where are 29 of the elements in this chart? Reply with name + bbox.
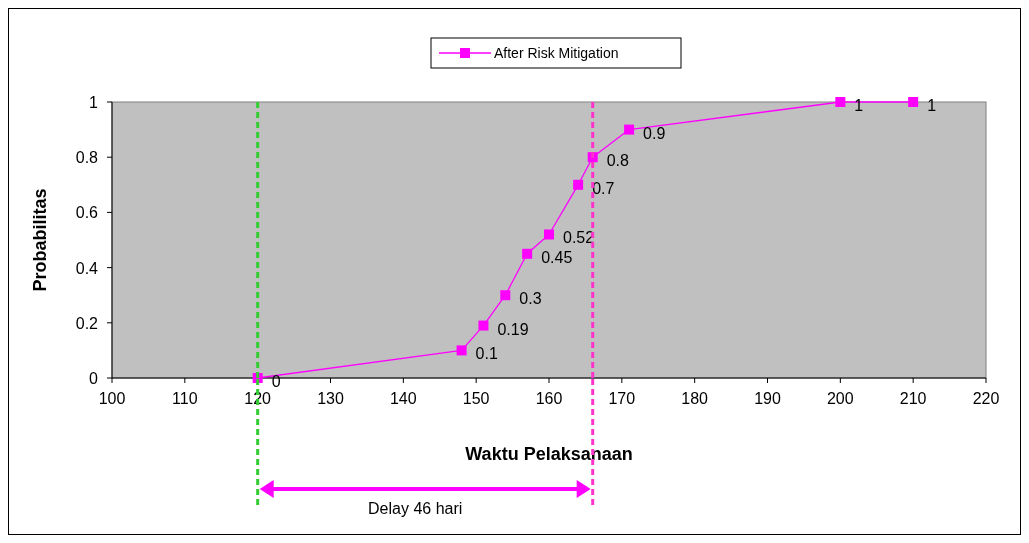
text: Delay 46 hari bbox=[368, 500, 463, 517]
data-label: 0.19 bbox=[497, 320, 529, 338]
legend-label: After Risk Mitigation bbox=[494, 45, 619, 61]
data-label: 0.45 bbox=[541, 248, 573, 266]
x-tick-label: 210 bbox=[899, 390, 927, 407]
y-tick-label: 1 bbox=[89, 94, 99, 111]
x-tick-label: 100 bbox=[98, 390, 126, 407]
x-tick-label: 150 bbox=[462, 390, 490, 407]
x-tick-label: 130 bbox=[317, 390, 344, 407]
y-tick-label: 0.2 bbox=[75, 314, 99, 332]
x-tick-label: 160 bbox=[535, 390, 563, 407]
data-label: 0.9 bbox=[643, 124, 666, 142]
y-tick-label: 0.8 bbox=[75, 149, 99, 167]
x-tick-label: 180 bbox=[681, 390, 709, 407]
x-tick-label: 200 bbox=[826, 390, 854, 407]
y-tick-label: 0.4 bbox=[75, 259, 99, 277]
x-tick-label: 170 bbox=[608, 390, 636, 407]
x-tick-label: 190 bbox=[754, 390, 781, 407]
y-axis-title: Probabilitas bbox=[30, 188, 50, 292]
y-tick-label: 0 bbox=[89, 370, 99, 387]
x-tick-label: 110 bbox=[172, 390, 198, 407]
data-label: 0.8 bbox=[606, 152, 630, 170]
data-label: 0.3 bbox=[519, 290, 542, 308]
x-tick-label: 140 bbox=[389, 390, 417, 407]
x-axis-title: Waktu Pelaksanaan bbox=[465, 444, 633, 464]
y-tick-label: 0.6 bbox=[75, 204, 99, 222]
data-label: 1 bbox=[927, 97, 937, 114]
data-label: 0.1 bbox=[475, 345, 498, 363]
x-tick-label: 220 bbox=[972, 390, 1000, 407]
